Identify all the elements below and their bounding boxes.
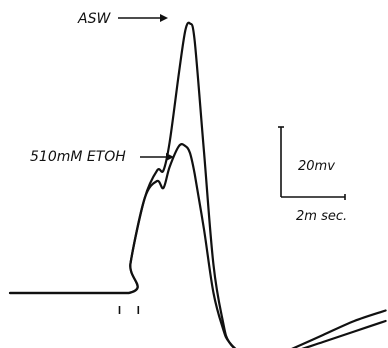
trace-etoh	[8, 143, 387, 348]
trace-asw	[8, 21, 387, 348]
traces	[8, 21, 387, 348]
series-label-etoh: 510mM ETOH	[30, 149, 126, 165]
stimulus-marks	[118, 306, 140, 314]
arrow-asw-head	[160, 14, 168, 22]
scale-label-voltage: 20mv	[298, 159, 335, 174]
scale-label-time: 2m sec.	[296, 209, 347, 224]
series-label-asw: ASW	[77, 11, 111, 27]
arrow-etoh-head	[166, 153, 174, 161]
